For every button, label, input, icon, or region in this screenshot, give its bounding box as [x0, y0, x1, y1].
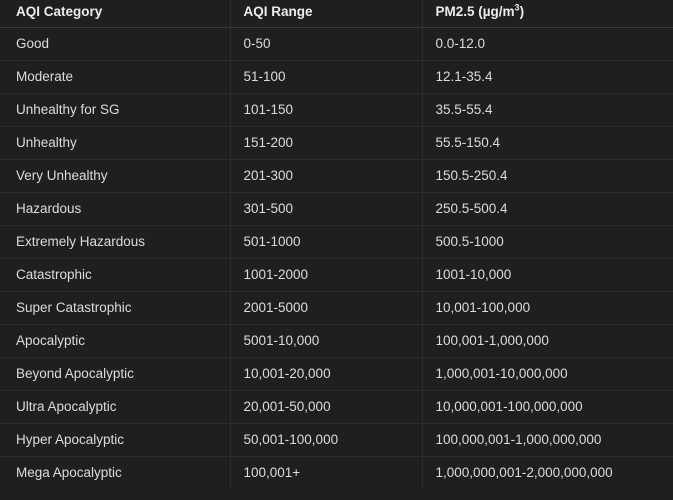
cell-aqi-range: 10,001-20,000 [229, 357, 422, 391]
cell-pm25: 250.5-500.4 [421, 192, 673, 226]
cell-aqi-category: Very Unhealthy [0, 159, 230, 193]
table-row: Hazardous 301-500 250.5-500.4 [0, 192, 673, 226]
header-aqi-range: AQI Range [229, 0, 422, 28]
cell-pm25: 150.5-250.4 [421, 159, 673, 193]
cell-pm25: 55.5-150.4 [421, 126, 673, 160]
cell-pm25: 1001-10,000 [421, 258, 673, 292]
cell-aqi-range: 301-500 [229, 192, 422, 226]
cell-pm25: 1,000,000,001-2,000,000,000 [421, 456, 673, 489]
cell-aqi-category: Moderate [0, 60, 230, 94]
cell-pm25: 35.5-55.4 [421, 93, 673, 127]
table-row: Catastrophic 1001-2000 1001-10,000 [0, 258, 673, 292]
cell-pm25: 12.1-35.4 [421, 60, 673, 94]
cell-aqi-range: 101-150 [229, 93, 422, 127]
cell-aqi-range: 100,001+ [229, 456, 422, 489]
cell-aqi-category: Catastrophic [0, 258, 230, 292]
cell-aqi-category: Beyond Apocalyptic [0, 357, 230, 391]
table-row: Hyper Apocalyptic 50,001-100,000 100,000,0… [0, 423, 673, 457]
cell-aqi-range: 151-200 [229, 126, 422, 160]
cell-aqi-category: Mega Apocalyptic [16, 465, 122, 481]
table-row: Unhealthy 151-200 55.5-150.4 [0, 126, 673, 160]
cell-aqi-range: 51-100 [229, 60, 422, 94]
cell-aqi-category: Extremely Hazardous [0, 225, 230, 259]
cell-aqi-category: Unhealthy [0, 126, 230, 160]
cell-pm25: 10,000,001-100,000,000 [421, 390, 673, 424]
cell-aqi-category: Apocalyptic [0, 324, 230, 358]
table-row: Very Unhealthy 201-300 150.5-250.4 [0, 159, 673, 193]
cell-aqi-range: 0-50 [229, 27, 422, 61]
header-pm25: PM2.5 (µg/m3) [421, 0, 673, 28]
header-pm25-text: PM2.5 (µg/m [435, 4, 515, 19]
table-row: Unhealthy for SG 101-150 35.5-55.4 [0, 93, 673, 127]
cell-pm25: 100,001-1,000,000 [421, 324, 673, 358]
cell-aqi-category: Hazardous [0, 192, 230, 226]
cell-pm25: 10,001-100,000 [421, 291, 673, 325]
table-row: Beyond Apocalyptic 10,001-20,000 1,000,001… [0, 357, 673, 391]
table-row: Extremely Hazardous 501-1000 500.5-1000 [0, 225, 673, 259]
table-row: Ultra Apocalyptic 20,001-50,000 10,000,001… [0, 390, 673, 424]
cell-pm25: 0.0-12.0 [421, 27, 673, 61]
table-header-row: AQI Category AQI Range PM2.5 (µg/m3) [0, 0, 673, 28]
cell-aqi-category: Unhealthy for SG [0, 93, 230, 127]
cell-pm25: 500.5-1000 [421, 225, 673, 259]
table-row: Super Catastrophic 2001-5000 10,001-100,00… [0, 291, 673, 325]
cell-aqi-category: Super Catastrophic [0, 291, 230, 325]
aqi-table: AQI Category AQI Range PM2.5 (µg/m3) Goo… [0, 0, 673, 489]
cell-aqi-range: 50,001-100,000 [229, 423, 422, 457]
header-pm25-superscript: 3 [514, 2, 520, 13]
header-pm25-close: ) [519, 4, 525, 19]
table-row: Mega Apocalyptic 100,001+ 1,000,000,001-2,… [0, 456, 673, 489]
cell-pm25: 100,000,001-1,000,000,000 [421, 423, 673, 457]
cell-pm25: 1,000,001-10,000,000 [421, 357, 673, 391]
cell-aqi-range: 201-300 [229, 159, 422, 193]
cell-aqi-range: 501-1000 [229, 225, 422, 259]
cell-aqi-category: Ultra Apocalyptic [0, 390, 230, 424]
table-row: Good 0-50 0.0-12.0 [0, 27, 673, 61]
cell-aqi-category: Good [0, 27, 230, 61]
cell-aqi-range: 1001-2000 [229, 258, 422, 292]
cell-aqi-range: 20,001-50,000 [229, 390, 422, 424]
header-aqi-category: AQI Category [0, 0, 230, 28]
table-row: Apocalyptic 5001-10,000 100,001-1,000,000 [0, 324, 673, 358]
cell-aqi-category: Hyper Apocalyptic [0, 423, 230, 457]
table-row: Moderate 51-100 12.1-35.4 [0, 60, 673, 94]
cell-aqi-range: 5001-10,000 [229, 324, 422, 358]
cell-aqi-range: 2001-5000 [229, 291, 422, 325]
